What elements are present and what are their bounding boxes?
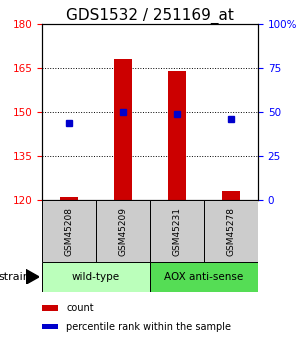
Bar [168, 71, 187, 200]
Text: GSM45209: GSM45209 [118, 207, 127, 256]
Bar [42, 262, 150, 292]
Bar [42, 200, 96, 262]
Title: GDS1532 / 251169_at: GDS1532 / 251169_at [66, 8, 234, 24]
Bar [150, 200, 204, 262]
Text: GSM45278: GSM45278 [226, 207, 236, 256]
Text: GSM45208: GSM45208 [64, 207, 74, 256]
Bar [204, 200, 258, 262]
Text: count: count [66, 303, 94, 313]
Bar [96, 200, 150, 262]
Text: GSM45231: GSM45231 [172, 207, 182, 256]
Text: percentile rank within the sample: percentile rank within the sample [66, 322, 231, 332]
Polygon shape [26, 269, 39, 284]
Bar [222, 191, 241, 200]
Text: wild-type: wild-type [72, 272, 120, 282]
Bar [114, 59, 133, 200]
Bar [42, 305, 58, 310]
Bar [60, 197, 79, 200]
Bar [42, 324, 58, 329]
Bar [150, 262, 258, 292]
Text: strain: strain [0, 272, 30, 282]
Text: AOX anti-sense: AOX anti-sense [164, 272, 244, 282]
